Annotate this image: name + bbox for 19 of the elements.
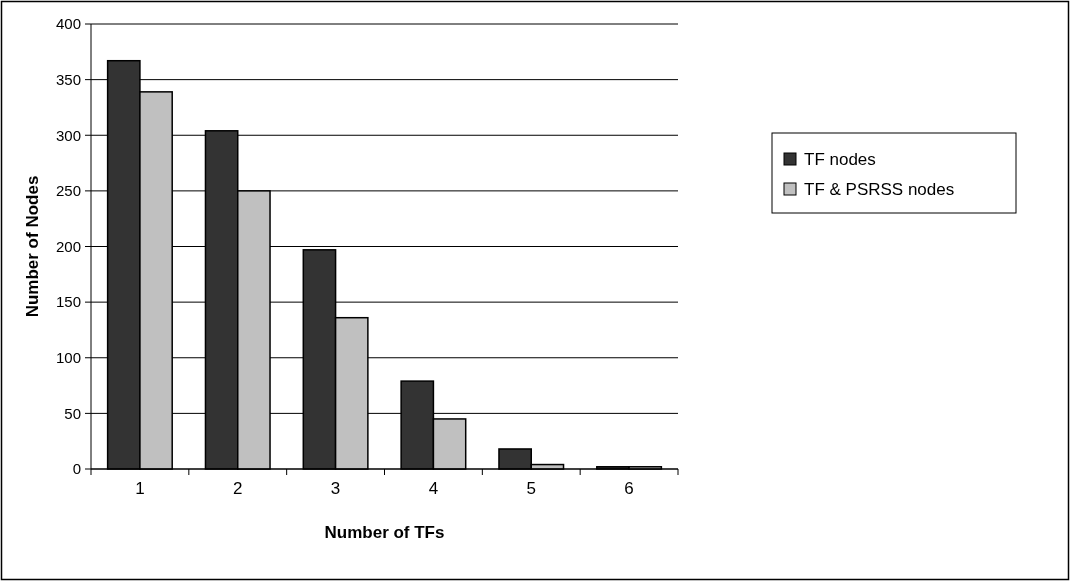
y-tick-label: 200	[55, 237, 81, 255]
y-tick-label: 350	[55, 70, 81, 88]
legend-label: TF nodes	[804, 149, 876, 169]
y-axis-title: Number of Nodes	[23, 175, 42, 318]
legend-label: TF & PSRSS nodes	[804, 179, 955, 199]
x-tick-label: 3	[330, 479, 341, 498]
x-tick-label: 6	[624, 479, 634, 498]
x-tick-label: 4	[428, 479, 439, 498]
y-tick-label: 150	[55, 293, 81, 311]
y-tick-label: 0	[72, 460, 81, 478]
y-tick-label: 50	[64, 404, 81, 422]
y-tick-label: 100	[55, 349, 81, 366]
y-tick-label: 400	[55, 15, 81, 33]
x-axis-title: Number of TFs	[324, 523, 445, 542]
y-tick-label: 300	[55, 126, 81, 144]
x-tick-label: 5	[526, 479, 536, 498]
x-tick-label: 2	[233, 479, 243, 498]
y-tick-label: 250	[55, 182, 81, 200]
x-tick-label: 1	[135, 479, 145, 498]
